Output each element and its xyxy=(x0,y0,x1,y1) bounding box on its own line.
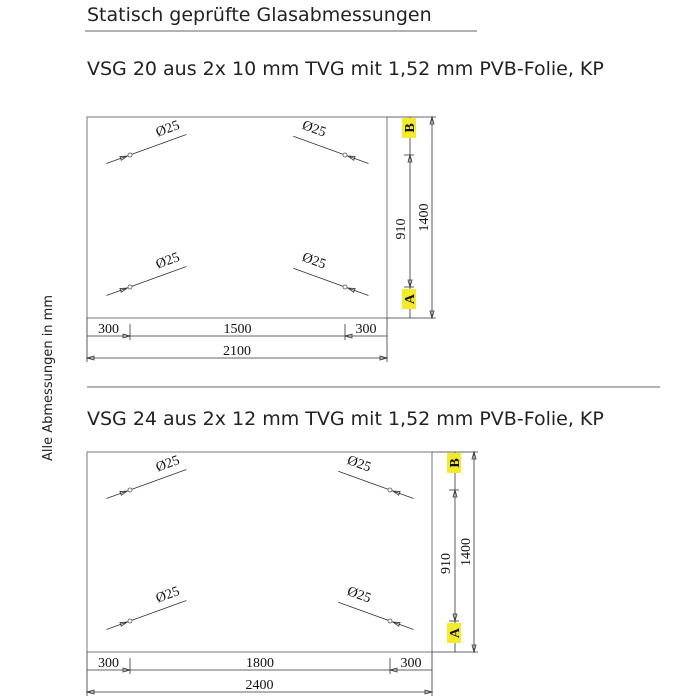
arrowhead xyxy=(471,450,477,460)
arrowhead xyxy=(119,621,129,627)
hole-label: Ø25 xyxy=(300,250,328,272)
arrowhead xyxy=(429,310,435,320)
hole-label: Ø25 xyxy=(154,118,182,140)
arrowhead xyxy=(424,689,434,695)
panel-title: VSG 20 aus 2x 10 mm TVG mit 1,52 mm PVB-… xyxy=(87,58,604,80)
dimension-label: 2100 xyxy=(223,344,251,359)
hole xyxy=(127,284,133,290)
leader-line xyxy=(338,470,414,499)
dimension-label: 300 xyxy=(401,656,422,671)
side-note: Alle Abmessungen in mm xyxy=(41,295,56,461)
arrowhead xyxy=(85,355,95,361)
arrowhead xyxy=(471,644,477,654)
dimension-label: 1500 xyxy=(224,322,252,337)
hole xyxy=(387,618,393,624)
marker-label: A xyxy=(448,627,463,638)
arrowhead xyxy=(85,689,95,695)
leader-line xyxy=(106,266,187,296)
arrowhead xyxy=(407,153,413,163)
hole-label: Ø25 xyxy=(154,250,182,272)
hole xyxy=(127,618,133,624)
header-title: Statisch geprüfte Glasabmessungen xyxy=(87,4,432,26)
hole-label: Ø25 xyxy=(345,584,373,606)
arrowhead xyxy=(452,488,458,498)
hole-label: Ø25 xyxy=(300,118,328,140)
arrowhead xyxy=(391,490,401,496)
arrowhead xyxy=(343,333,353,339)
marker-box xyxy=(402,289,416,309)
hole xyxy=(342,284,348,290)
dimension-label: 300 xyxy=(356,322,377,337)
arrowhead xyxy=(379,355,389,361)
hole-label: Ø25 xyxy=(154,584,182,606)
hole xyxy=(387,487,393,493)
leader-line xyxy=(106,469,187,499)
arrowhead xyxy=(346,155,356,161)
dimension-label: 2400 xyxy=(246,678,274,693)
marker-box xyxy=(402,118,416,138)
marker-label: B xyxy=(448,458,463,467)
marker-box xyxy=(447,623,461,643)
glass-pane xyxy=(86,116,388,319)
leader-line xyxy=(106,134,187,164)
hole xyxy=(127,152,133,158)
dimension-label: 910 xyxy=(439,553,454,574)
marker-label: B xyxy=(403,123,418,132)
dimension-label: 1400 xyxy=(459,538,474,566)
arrowhead xyxy=(391,621,401,627)
hole xyxy=(127,487,133,493)
arrowhead xyxy=(429,115,435,125)
arrowhead xyxy=(122,333,132,339)
arrowhead xyxy=(346,287,356,293)
leader-line xyxy=(338,601,414,630)
arrowhead xyxy=(119,287,129,293)
leader-line xyxy=(293,267,369,296)
dimension-label: 1400 xyxy=(417,204,432,232)
leader-line xyxy=(293,135,369,164)
glass-pane xyxy=(86,451,433,653)
arrowhead xyxy=(452,613,458,623)
panel-title: VSG 24 aus 2x 12 mm TVG mit 1,52 mm PVB-… xyxy=(87,408,604,430)
marker-box xyxy=(447,453,461,473)
marker-label: A xyxy=(403,293,418,304)
hole-label: Ø25 xyxy=(154,453,182,475)
arrowhead xyxy=(119,490,129,496)
arrowhead xyxy=(119,155,129,161)
arrowhead xyxy=(122,667,132,673)
arrowhead xyxy=(407,279,413,289)
dimension-label: 910 xyxy=(394,219,409,240)
dimension-label: 300 xyxy=(98,656,119,671)
arrowhead xyxy=(388,667,398,673)
hole-label: Ø25 xyxy=(345,453,373,475)
hole xyxy=(342,152,348,158)
dimension-label: 1800 xyxy=(246,656,274,671)
dimension-label: 300 xyxy=(98,322,119,337)
leader-line xyxy=(106,600,187,630)
